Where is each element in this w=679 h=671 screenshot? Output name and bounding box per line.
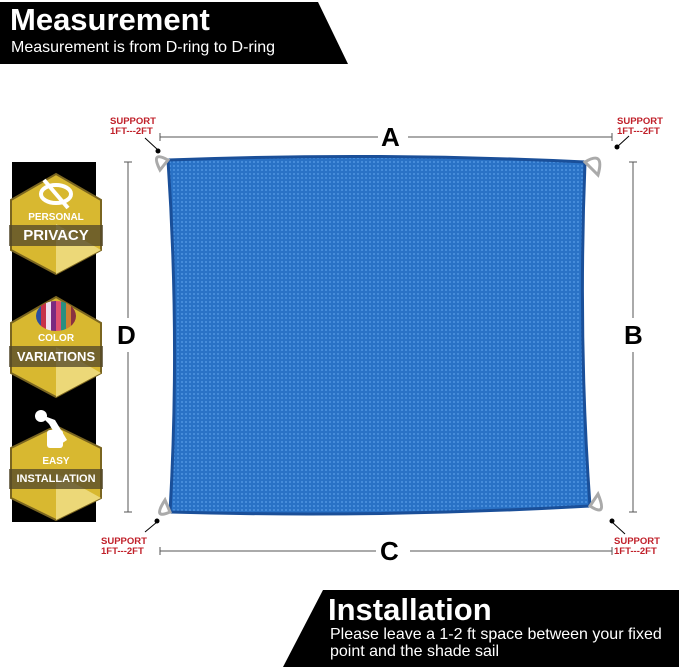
dimension-a: A	[381, 122, 400, 152]
wrench-hand-icon	[35, 410, 67, 448]
support-label-top-left: SUPPORT 1FT---2FT	[110, 116, 156, 137]
badge-color-variations: COLOR VARIATIONS	[9, 295, 103, 399]
badge-easy-installation: EASY INSTALLATION	[9, 410, 103, 522]
footer-subtitle: Please leave a 1-2 ft space between your…	[330, 626, 662, 660]
shade-sail	[166, 154, 592, 516]
support-label-top-right: SUPPORT 1FT---2FT	[617, 116, 663, 137]
support-label-bottom-right: SUPPORT 1FT---2FT	[614, 536, 660, 557]
footer-title: Installation	[328, 592, 492, 627]
header-subtitle: Measurement is from D-ring to D-ring	[11, 39, 276, 56]
eye-slash-icon	[39, 178, 73, 210]
header-title: Measurement	[10, 2, 210, 37]
d-rings	[154, 155, 604, 516]
header-banner	[0, 2, 348, 64]
dimension-c: C	[380, 536, 399, 566]
color-stripes-icon	[36, 301, 76, 331]
dimension-b: B	[624, 320, 643, 350]
badge-privacy: PERSONAL PRIVACY	[9, 172, 103, 276]
dimension-d: D	[117, 320, 136, 350]
footer-banner	[283, 590, 679, 667]
support-label-bottom-left: SUPPORT 1FT---2FT	[101, 536, 147, 557]
